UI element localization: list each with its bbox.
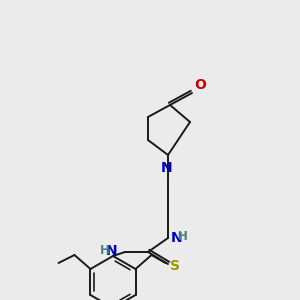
Text: N: N: [105, 244, 117, 258]
Text: H: H: [178, 230, 188, 244]
Text: N: N: [161, 161, 173, 175]
Text: O: O: [194, 78, 206, 92]
Text: N: N: [171, 231, 183, 245]
Text: S: S: [170, 259, 180, 273]
Text: H: H: [100, 244, 110, 257]
